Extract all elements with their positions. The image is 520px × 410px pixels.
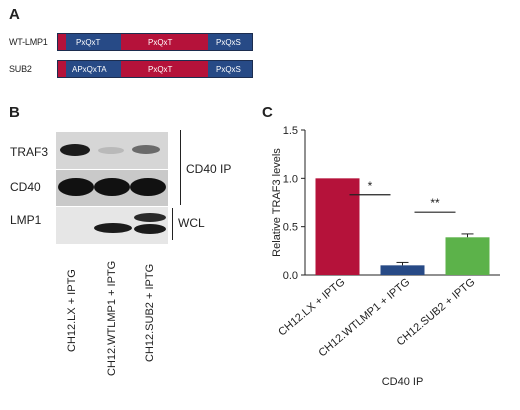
blot-band bbox=[60, 144, 90, 156]
construct-segment: PxQxT bbox=[121, 34, 208, 50]
blot-band bbox=[94, 223, 132, 233]
construct-segment: PxQxT bbox=[121, 61, 208, 77]
construct-start-segment bbox=[58, 34, 66, 50]
y-tick-label: 0.5 bbox=[283, 222, 298, 234]
y-axis-label: Relative TRAF3 levels bbox=[271, 148, 283, 257]
blot-band bbox=[94, 178, 130, 196]
blot-band bbox=[130, 178, 166, 196]
blot-label-cd40: CD40 bbox=[10, 180, 41, 194]
bar bbox=[380, 265, 425, 275]
blot-lmp1 bbox=[56, 207, 168, 244]
lane-label-lx: CH12.LX + IPTG bbox=[66, 269, 78, 352]
construct-segment: PxQxT bbox=[66, 34, 121, 50]
blot-band bbox=[98, 147, 124, 154]
construct-name-sub2: SUB2 bbox=[9, 64, 32, 74]
blot-cd40 bbox=[56, 170, 168, 206]
significance-label: * bbox=[368, 179, 373, 193]
y-tick-label: 1.0 bbox=[283, 173, 298, 185]
blot-label-lmp1: LMP1 bbox=[10, 213, 42, 227]
blot-band bbox=[132, 145, 160, 154]
panel-c-label: C bbox=[262, 104, 273, 121]
blot-band bbox=[134, 213, 166, 222]
y-tick-label: 1.5 bbox=[283, 125, 298, 137]
construct-bar-wt-lmp1: PxQxT PxQxT PxQxS bbox=[57, 33, 253, 51]
construct-segment: PxQxS bbox=[208, 61, 252, 77]
y-tick-label: 0.0 bbox=[283, 270, 298, 282]
lane-label-sub2: CH12.SUB2 + IPTG bbox=[144, 263, 156, 362]
x-axis-label: CD40 IP bbox=[382, 376, 424, 388]
construct-bar-sub2: APxQxTA PxQxT PxQxS bbox=[57, 60, 253, 78]
construct-segment: APxQxTA bbox=[66, 61, 121, 77]
x-tick-label: CH12.LX + IPTG bbox=[276, 276, 347, 338]
blot-band bbox=[134, 224, 166, 234]
blot-label-traf3: TRAF3 bbox=[10, 145, 49, 159]
ip-label: CD40 IP bbox=[186, 162, 232, 176]
wcl-bracket bbox=[172, 208, 173, 240]
significance-label: ** bbox=[430, 196, 440, 210]
bar bbox=[445, 237, 490, 275]
construct-name-wt-lmp1: WT-LMP1 bbox=[9, 37, 48, 47]
lane-label-wtlmp1: CH12.WTLMP1 + IPTG bbox=[106, 260, 118, 376]
ip-bracket bbox=[180, 130, 181, 205]
bar bbox=[315, 178, 360, 275]
construct-segment: PxQxS bbox=[208, 34, 252, 50]
blot-traf3 bbox=[56, 132, 168, 169]
construct-start-segment bbox=[58, 61, 66, 77]
wcl-label: WCL bbox=[178, 216, 205, 230]
blot-band bbox=[58, 178, 94, 196]
panel-a-label: A bbox=[9, 6, 20, 23]
panel-b-label: B bbox=[9, 104, 20, 121]
